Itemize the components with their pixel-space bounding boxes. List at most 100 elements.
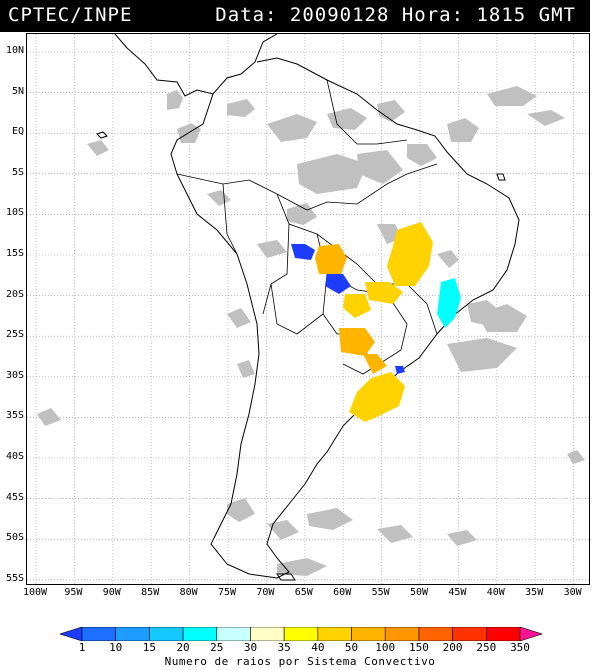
cloud-cell xyxy=(307,508,353,530)
lon-tick-label: 30W xyxy=(563,587,582,598)
colorbar-segment xyxy=(81,627,116,641)
lat-tick-label: 50S xyxy=(5,532,24,544)
cloud-cell xyxy=(257,240,287,258)
cloud-cell xyxy=(37,408,61,426)
lon-tick-label: 45W xyxy=(448,587,467,598)
colorbar-tick-label: 15 xyxy=(142,641,156,654)
lat-tick-label: 35S xyxy=(5,410,24,422)
lon-tick-label: 60W xyxy=(333,587,352,598)
cloud-cell xyxy=(87,140,109,156)
lon-tick-label: 80W xyxy=(179,587,198,598)
south-america-outline xyxy=(170,57,520,579)
cloud-cell xyxy=(487,86,537,106)
storm-cell xyxy=(315,244,347,274)
cloud-cell xyxy=(227,99,255,117)
lon-tick-label: 100W xyxy=(22,587,48,598)
cloud-cell xyxy=(357,150,403,184)
colorbar-segment xyxy=(182,627,218,641)
cloud-cell xyxy=(407,144,437,166)
lat-tick-label: 30S xyxy=(5,369,24,381)
cloud-cell xyxy=(447,338,517,372)
lat-tick-label: 55S xyxy=(5,572,24,584)
cloud-cover xyxy=(37,86,585,576)
storm-cell xyxy=(365,282,403,304)
lat-tick-label: 25S xyxy=(5,329,24,341)
lat-tick-label: 10S xyxy=(5,207,24,219)
colorbar-segment xyxy=(452,627,487,641)
central-america-outline xyxy=(114,34,278,97)
cloud-cell xyxy=(567,450,585,464)
datetime-title: Data: 20090128 Hora: 1815 GMT xyxy=(215,4,576,26)
title-bar: CPTEC/INPE Data: 20090128 Hora: 1815 GMT xyxy=(0,0,590,32)
country-borders xyxy=(176,79,438,375)
cloud-cell xyxy=(287,203,317,225)
lat-tick-label: 5S xyxy=(11,166,24,178)
source-title: CPTEC/INPE xyxy=(8,4,133,26)
colorbar-segment xyxy=(250,627,285,641)
colorbar-tick-label: 20 xyxy=(176,641,190,654)
storm-cell xyxy=(437,278,461,328)
cloud-cell xyxy=(477,304,527,332)
lon-tick-label: 65W xyxy=(294,587,313,598)
colorbar-tick-label: 150 xyxy=(408,641,429,654)
lat-tick-label: 45S xyxy=(5,491,24,503)
island xyxy=(276,573,296,581)
lon-tick-label: 70W xyxy=(256,587,275,598)
cloud-cell xyxy=(227,308,251,328)
colorbar-tick-label: 50 xyxy=(344,641,359,654)
colorbar-tick-label: 250 xyxy=(476,641,497,654)
colorbar-tick-label: 25 xyxy=(210,641,224,654)
colorbar-segment xyxy=(351,627,386,641)
lon-tick-label: 50W xyxy=(409,587,429,598)
cloud-cell xyxy=(527,110,565,126)
colorbar-tick-label: 350 xyxy=(510,641,530,654)
colorbar-tick-label: 200 xyxy=(442,641,463,654)
cloud-cell xyxy=(207,190,231,206)
cloud-cell xyxy=(167,90,183,110)
storm-cell xyxy=(363,354,387,374)
lat-tick-label: EQ xyxy=(11,126,24,138)
cloud-cell xyxy=(267,114,317,142)
coastline xyxy=(96,34,520,581)
cloud-cell xyxy=(227,498,255,522)
lon-tick-label: 90W xyxy=(102,587,121,598)
colorbar-tick-label: 100 xyxy=(375,641,396,654)
colorbar-tick-label: 1 xyxy=(78,641,86,654)
storm-cell xyxy=(325,274,351,294)
island xyxy=(96,131,108,139)
colorbar-tick-label: 30 xyxy=(243,641,258,654)
lat-tick-label: 15S xyxy=(5,248,24,259)
lat-tick-label: 5N xyxy=(11,85,24,97)
cloud-cell xyxy=(327,108,367,130)
colorbar-segment xyxy=(519,627,542,641)
cloud-cell xyxy=(237,360,255,378)
cloud-cell xyxy=(267,520,299,540)
cloud-cell xyxy=(437,250,459,268)
colorbar-tick-label: 35 xyxy=(277,641,291,654)
colorbar-segment xyxy=(60,627,83,641)
lon-tick-label: 40W xyxy=(486,587,505,598)
cloud-cell xyxy=(377,100,405,122)
lon-tick-label: 95W xyxy=(64,587,83,598)
lon-tick-label: 35W xyxy=(525,587,544,598)
colorbar-segment xyxy=(418,627,453,641)
lat-tick-label: 20S xyxy=(5,288,24,300)
lat-tick-label: 10N xyxy=(5,45,24,56)
colorbar-tick-label: 10 xyxy=(109,641,123,654)
cloud-cell xyxy=(377,525,413,543)
cloud-cell xyxy=(447,530,477,546)
lon-tick-label: 85W xyxy=(141,587,160,598)
colorbar-segment xyxy=(216,627,251,641)
colorbar-segment xyxy=(486,627,521,641)
storm-cell xyxy=(339,328,375,356)
colorbar-segment xyxy=(384,627,420,641)
storm-cell xyxy=(395,366,405,374)
cloud-cell xyxy=(447,118,479,142)
cloud-cell xyxy=(277,558,327,576)
colorbar-segment xyxy=(149,627,184,641)
colorbar-caption: Numero de raios por Sistema Convectivo xyxy=(164,655,436,668)
island xyxy=(496,173,506,181)
colorbar-tick-label: 40 xyxy=(311,641,325,654)
colorbar-segment xyxy=(283,627,319,641)
storm-cell xyxy=(349,372,405,422)
